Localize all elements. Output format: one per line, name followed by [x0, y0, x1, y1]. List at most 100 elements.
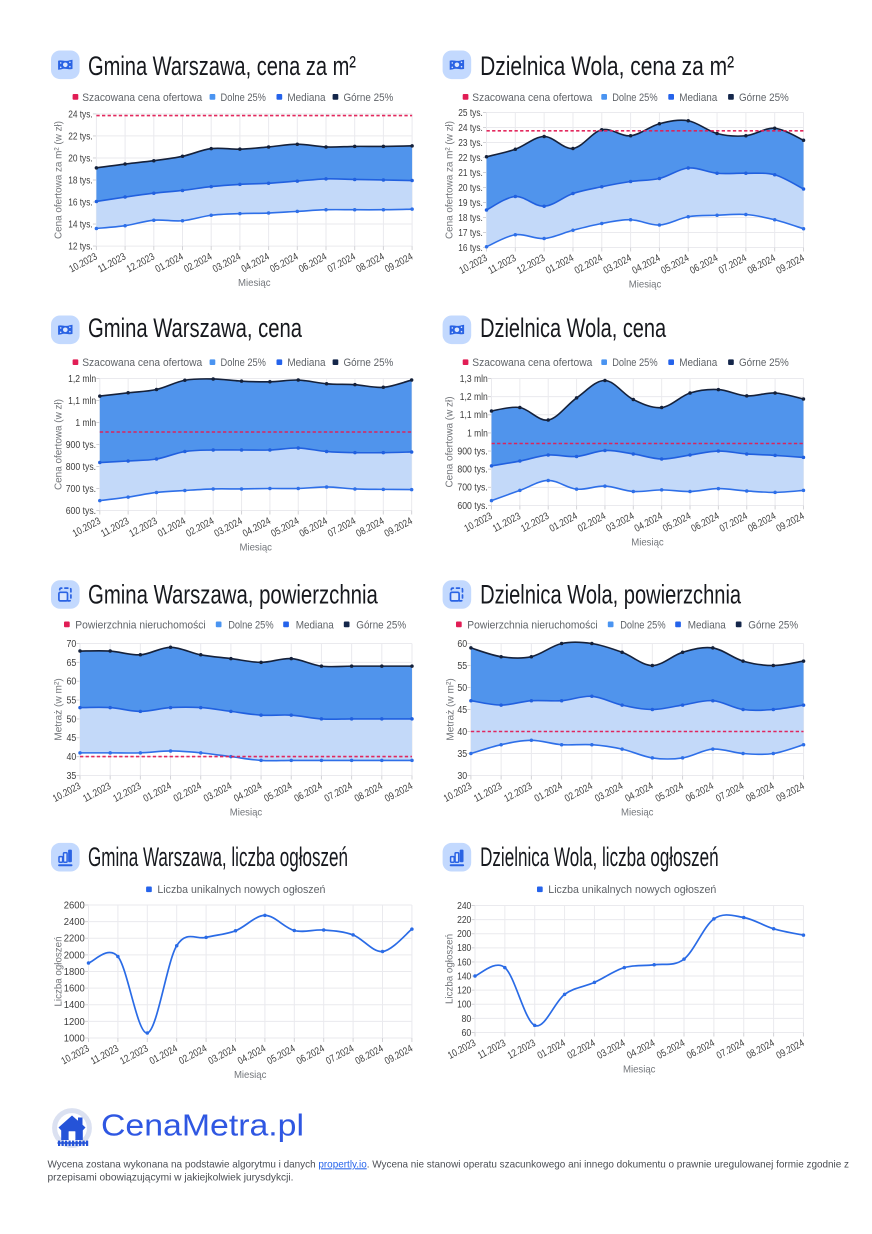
svg-text:Dzielnica Wola, powierzchnia: Dzielnica Wola, powierzchnia	[480, 579, 742, 609]
svg-text:przepisami obowiązującymi w ja: przepisami obowiązującymi w jakiejkolwie…	[48, 1172, 294, 1183]
svg-text:600 tys.: 600 tys.	[66, 506, 96, 517]
svg-text:20 tys.: 20 tys.	[458, 183, 483, 194]
svg-text:55: 55	[457, 661, 467, 672]
svg-text:60: 60	[67, 677, 77, 688]
svg-text:100: 100	[457, 1000, 472, 1011]
svg-text:2600: 2600	[64, 900, 86, 911]
svg-text:Metraż (w m²): Metraż (w m²)	[54, 678, 65, 741]
svg-text:180: 180	[457, 943, 472, 954]
svg-text:Dolne 25%: Dolne 25%	[620, 619, 666, 631]
svg-text:Powierzchnia nieruchomości: Powierzchnia nieruchomości	[75, 619, 205, 631]
svg-text:Górne 25%: Górne 25%	[344, 357, 394, 369]
svg-text:1800: 1800	[64, 967, 86, 978]
svg-text:55: 55	[67, 695, 77, 706]
svg-text:Szacowana cena ofertowa: Szacowana cena ofertowa	[82, 357, 202, 369]
svg-text:Miesiąc: Miesiąc	[629, 280, 662, 291]
svg-text:35: 35	[67, 771, 77, 782]
svg-text:1,1 mln: 1,1 mln	[460, 410, 488, 421]
svg-text:Górne 25%: Górne 25%	[344, 92, 394, 104]
svg-text:22 tys.: 22 tys.	[68, 131, 93, 142]
svg-text:Miesiąc: Miesiąc	[239, 543, 272, 554]
svg-text:40: 40	[67, 752, 77, 763]
svg-text:12 tys.: 12 tys.	[68, 241, 93, 252]
svg-text:45: 45	[457, 705, 467, 716]
svg-text:Dzielnica Wola, cena za m²: Dzielnica Wola, cena za m²	[480, 51, 734, 81]
svg-text:1,2 mln: 1,2 mln	[68, 374, 96, 385]
svg-text:800 tys.: 800 tys.	[66, 462, 96, 473]
svg-text:80: 80	[462, 1014, 472, 1025]
svg-text:Dolne 25%: Dolne 25%	[612, 357, 658, 369]
svg-text:Miesiąc: Miesiąc	[621, 808, 654, 819]
svg-text:700 tys.: 700 tys.	[457, 483, 487, 494]
svg-text:120: 120	[457, 986, 472, 997]
svg-text:1400: 1400	[64, 1000, 86, 1011]
svg-text:Dolne 25%: Dolne 25%	[228, 619, 274, 631]
svg-text:Miesiąc: Miesiąc	[631, 537, 664, 548]
svg-text:Gmina Warszawa, cena: Gmina Warszawa, cena	[88, 313, 303, 343]
svg-text:2200: 2200	[64, 934, 86, 945]
svg-text:16 tys.: 16 tys.	[68, 197, 93, 208]
svg-text:Mediana: Mediana	[688, 619, 726, 631]
svg-text:2400: 2400	[64, 917, 86, 928]
svg-text:Górne 25%: Górne 25%	[739, 357, 789, 369]
svg-text:Mediana: Mediana	[287, 92, 325, 104]
svg-text:17 tys.: 17 tys.	[458, 228, 483, 239]
svg-text:900 tys.: 900 tys.	[457, 446, 487, 457]
svg-text:45: 45	[67, 733, 77, 744]
svg-text:Szacowana cena ofertowa: Szacowana cena ofertowa	[82, 92, 202, 104]
svg-text:600 tys.: 600 tys.	[457, 501, 487, 512]
svg-text:1,3 mln: 1,3 mln	[460, 374, 488, 385]
svg-text:21 tys.: 21 tys.	[458, 168, 483, 179]
svg-text:Górne 25%: Górne 25%	[739, 92, 789, 104]
svg-text:900 tys.: 900 tys.	[66, 440, 96, 451]
svg-text:200: 200	[457, 929, 472, 940]
svg-text:1600: 1600	[64, 984, 86, 995]
svg-text:1,2 mln: 1,2 mln	[460, 392, 488, 403]
svg-text:160: 160	[457, 957, 472, 968]
svg-text:1 mln: 1 mln	[467, 428, 488, 439]
svg-text:65: 65	[67, 658, 77, 669]
svg-text:23 tys.: 23 tys.	[458, 138, 483, 149]
svg-text:1,1 mln: 1,1 mln	[68, 396, 96, 407]
svg-text:1 mln: 1 mln	[75, 418, 96, 429]
svg-text:Dolne 25%: Dolne 25%	[612, 92, 658, 104]
svg-text:Szacowana cena ofertowa: Szacowana cena ofertowa	[472, 357, 592, 369]
svg-text:Gmina Warszawa, powierzchnia: Gmina Warszawa, powierzchnia	[88, 579, 379, 609]
svg-text:140: 140	[457, 971, 472, 982]
svg-text:Mediana: Mediana	[679, 92, 717, 104]
svg-text:Górne 25%: Górne 25%	[748, 619, 798, 631]
svg-text:Liczba unikalnych nowych ogłos: Liczba unikalnych nowych ogłoszeń	[157, 884, 325, 896]
svg-text:14 tys.: 14 tys.	[68, 219, 93, 230]
svg-text:35: 35	[457, 749, 467, 760]
svg-text:Miesiąc: Miesiąc	[623, 1064, 656, 1075]
svg-text:220: 220	[457, 915, 472, 926]
svg-text:Mediana: Mediana	[679, 357, 717, 369]
svg-text:Liczba ogłoszeń: Liczba ogłoszeń	[54, 936, 65, 1006]
svg-text:25 tys.: 25 tys.	[458, 108, 483, 119]
svg-text:22 tys.: 22 tys.	[458, 153, 483, 164]
svg-text:Dzielnica Wola, cena: Dzielnica Wola, cena	[480, 313, 667, 343]
svg-text:Mediana: Mediana	[296, 619, 334, 631]
svg-text:50: 50	[67, 714, 77, 725]
svg-text:Cena ofertowa (w zł): Cena ofertowa (w zł)	[445, 396, 456, 487]
svg-text:Górne 25%: Górne 25%	[356, 619, 406, 631]
svg-text:Cena ofertowa za m² (w zł): Cena ofertowa za m² (w zł)	[445, 121, 456, 239]
svg-text:240: 240	[457, 901, 472, 912]
svg-text:Liczba unikalnych nowych ogłos: Liczba unikalnych nowych ogłoszeń	[548, 884, 716, 896]
svg-text:Miesiąc: Miesiąc	[234, 1070, 267, 1081]
svg-text:18 tys.: 18 tys.	[68, 175, 93, 186]
svg-text:Dolne 25%: Dolne 25%	[221, 92, 267, 104]
svg-text:Gmina Warszawa, liczba ogłosze: Gmina Warszawa, liczba ogłoszeń	[88, 842, 348, 872]
svg-text:Mediana: Mediana	[287, 357, 325, 369]
svg-text:18 tys.: 18 tys.	[458, 213, 483, 224]
svg-text:2000: 2000	[64, 950, 86, 961]
svg-text:60: 60	[457, 639, 467, 650]
svg-text:Cena ofertowa (w zł): Cena ofertowa (w zł)	[54, 399, 65, 490]
svg-text:Cena ofertowa za m² (w zł): Cena ofertowa za m² (w zł)	[54, 121, 65, 239]
svg-text:Metraż (w m²): Metraż (w m²)	[445, 678, 456, 741]
svg-text:Powierzchnia nieruchomości: Powierzchnia nieruchomości	[467, 619, 597, 631]
svg-text:50: 50	[457, 683, 467, 694]
svg-text:CenaMetra.pl: CenaMetra.pl	[101, 1108, 304, 1143]
svg-text:Miesiąc: Miesiąc	[230, 808, 263, 819]
svg-text:700 tys.: 700 tys.	[66, 484, 96, 495]
